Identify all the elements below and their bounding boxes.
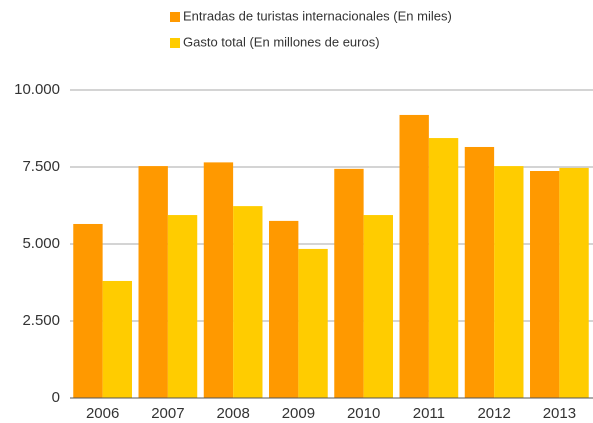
bar <box>298 248 328 398</box>
y-tick-label: 0 <box>52 389 60 406</box>
x-tick-label: 2013 <box>543 405 576 422</box>
x-tick-label: 2012 <box>477 405 510 422</box>
bar <box>464 146 495 398</box>
bar <box>334 168 364 398</box>
x-tick-label: 2011 <box>413 405 445 422</box>
x-tick-label: 2007 <box>151 405 184 422</box>
bar <box>494 166 524 398</box>
bar <box>167 215 198 398</box>
legend-swatch <box>170 12 180 22</box>
y-tick-label: 10.000 <box>14 81 60 98</box>
legend-label: Gasto total (En millones de euros) <box>183 34 380 49</box>
bar <box>428 138 459 398</box>
bar <box>203 162 234 398</box>
y-tick-label: 5.000 <box>22 235 60 252</box>
legend-label: Entradas de turistas internacionales (En… <box>183 8 452 23</box>
x-tick-label: 2009 <box>282 405 315 422</box>
bar <box>399 114 429 398</box>
bar <box>269 220 299 398</box>
x-tick-label: 2006 <box>86 405 119 422</box>
bar <box>102 280 132 398</box>
bar <box>73 223 103 398</box>
bar <box>363 215 393 398</box>
x-tick-label: 2008 <box>216 405 249 422</box>
y-tick-label: 2.500 <box>22 312 60 329</box>
legend-swatch <box>170 38 180 48</box>
bar <box>233 206 263 398</box>
bar <box>559 167 589 398</box>
bar <box>530 171 560 398</box>
x-tick-label: 2010 <box>347 405 380 422</box>
bar <box>138 166 168 398</box>
y-tick-label: 7.500 <box>22 158 60 175</box>
